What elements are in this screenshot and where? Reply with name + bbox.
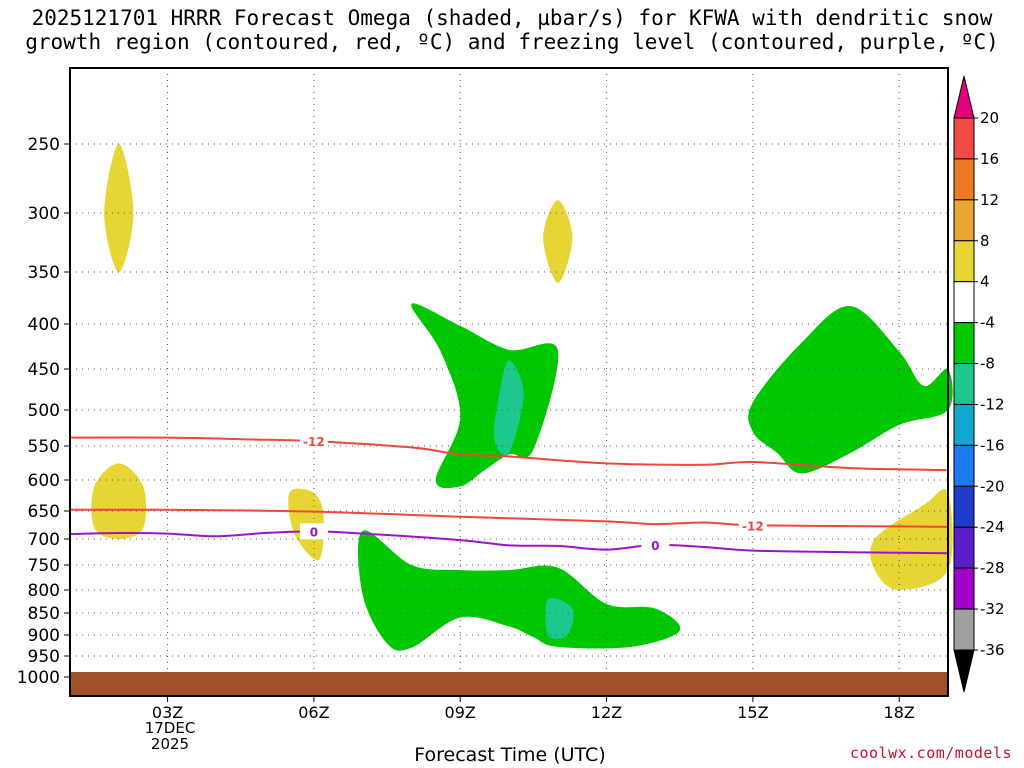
omega-region-downward-omega-w xyxy=(91,463,147,539)
colorbar-label--8: -8 xyxy=(980,355,995,373)
contour-label-dgz-cold-edge-0: -12 xyxy=(303,435,325,449)
omega-region-upward-omega-mid xyxy=(411,303,559,489)
title-line-2: growth region (contoured, red, ºC) and f… xyxy=(25,30,999,54)
contour-label-freezing-level-3: 0 xyxy=(651,539,659,553)
x-axis-label: Forecast Time (UTC) xyxy=(414,744,606,766)
contour-label-freezing-level-2: 0 xyxy=(310,525,318,539)
contour-label-dgz-warm-edge-1: -12 xyxy=(742,519,764,533)
contour-dgz-warm-edge xyxy=(69,508,949,528)
credit-link[interactable]: coolwx.com/models xyxy=(849,744,1012,762)
date-day: 17DEC xyxy=(144,719,196,737)
colorbar-band-9 xyxy=(953,485,975,528)
contour-freezing-level xyxy=(69,530,949,555)
colorbar-bottom-arrow xyxy=(953,649,975,693)
omega-region-downward-omega-upper xyxy=(104,144,134,272)
colorbar-band-4 xyxy=(953,281,975,324)
y-tick-600: 600 xyxy=(28,471,60,491)
y-tick-950: 950 xyxy=(28,647,60,667)
x-tick-06Z: 06Z xyxy=(298,703,329,722)
contour-label-bg-3 xyxy=(641,536,670,553)
y-tick-500: 500 xyxy=(28,401,60,421)
colorbar-band-0 xyxy=(953,117,975,160)
colorbar-top-arrow xyxy=(953,75,975,119)
omega-region-strong-upward-core xyxy=(493,360,524,456)
y-tick-1000: 1000 xyxy=(17,668,60,688)
contour-dgz-cold-edge xyxy=(69,436,949,472)
contour-label-bg-2 xyxy=(299,523,328,540)
ground-surface xyxy=(70,672,948,696)
y-tick-800: 800 xyxy=(28,581,60,601)
colorbar-label--4: -4 xyxy=(980,314,995,332)
colorbar-label-4: 4 xyxy=(980,273,990,291)
colorbar-band-5 xyxy=(953,322,975,365)
colorbar-band-7 xyxy=(953,403,975,446)
colorbar-label--32: -32 xyxy=(980,600,1005,618)
colorbar-label--24: -24 xyxy=(980,518,1005,536)
colorbar-label-16: 16 xyxy=(980,150,999,168)
y-tick-700: 700 xyxy=(28,530,60,550)
colorbar-label-20: 20 xyxy=(980,109,999,127)
contour-label-bg-0 xyxy=(299,433,328,450)
y-tick-550: 550 xyxy=(28,437,60,457)
date-label: 17DEC 2025 xyxy=(130,720,210,752)
omega-region-upward-omega-east xyxy=(748,305,953,474)
x-tick-15Z: 15Z xyxy=(737,703,768,722)
y-tick-850: 850 xyxy=(28,604,60,624)
x-tick-03Z: 03Z xyxy=(152,703,183,722)
y-tick-650: 650 xyxy=(28,502,60,522)
contour-label-bg-1 xyxy=(738,517,767,534)
omega-region-upward-omega-core xyxy=(357,530,681,651)
colorbar-band-3 xyxy=(953,240,975,283)
date-year: 2025 xyxy=(150,735,190,753)
y-tick-400: 400 xyxy=(28,315,60,335)
x-tick-09Z: 09Z xyxy=(445,703,476,722)
x-tick-12Z: 12Z xyxy=(591,703,622,722)
colorbar-band-12 xyxy=(953,608,975,651)
y-tick-450: 450 xyxy=(28,360,60,380)
colorbar-label-12: 12 xyxy=(980,191,999,209)
colorbar-label--12: -12 xyxy=(980,395,1005,413)
colorbar-label--28: -28 xyxy=(980,559,1005,577)
plot-frame xyxy=(69,67,949,697)
colorbar-label--20: -20 xyxy=(980,477,1005,495)
chart-title: 2025121701 HRRR Forecast Omega (shaded, … xyxy=(0,6,1024,54)
y-tick-350: 350 xyxy=(28,263,60,283)
colorbar-band-10 xyxy=(953,526,975,569)
colorbar-band-8 xyxy=(953,444,975,487)
omega-region-downward-omega-upper2 xyxy=(543,200,573,283)
colorbar-label--16: -16 xyxy=(980,436,1005,454)
omega-region-downward-omega-e xyxy=(870,488,953,590)
colorbar-band-6 xyxy=(953,363,975,405)
y-tick-750: 750 xyxy=(28,556,60,576)
colorbar-band-2 xyxy=(953,199,975,242)
colorbar-label--36: -36 xyxy=(980,641,1005,659)
y-tick-300: 300 xyxy=(28,204,60,224)
omega-region-strong-upward-low xyxy=(545,598,574,639)
y-tick-250: 250 xyxy=(28,135,60,155)
colorbar-band-1 xyxy=(953,158,975,201)
colorbar-label-8: 8 xyxy=(980,232,990,250)
colorbar-band-11 xyxy=(953,567,975,610)
x-tick-18Z: 18Z xyxy=(884,703,915,722)
y-tick-900: 900 xyxy=(28,626,60,646)
title-line-1: 2025121701 HRRR Forecast Omega (shaded, … xyxy=(31,6,993,30)
